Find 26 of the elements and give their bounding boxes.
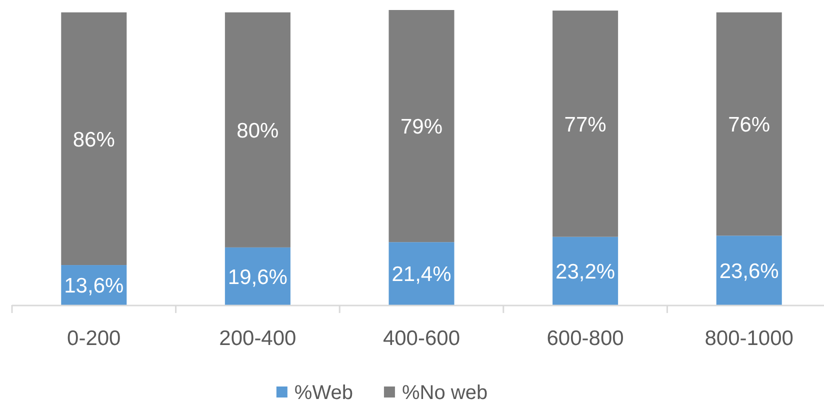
x-tick-label: 200-400 bbox=[219, 327, 296, 350]
data-label: 86% bbox=[72, 128, 115, 152]
bar bbox=[388, 242, 454, 305]
x-tick-label: 600-800 bbox=[546, 327, 624, 350]
bar bbox=[388, 10, 454, 242]
legend-label: %Web bbox=[294, 382, 353, 403]
data-label: 76% bbox=[728, 114, 770, 137]
x-tick-label: 0-200 bbox=[67, 327, 121, 350]
bar bbox=[61, 12, 127, 266]
bar bbox=[224, 12, 290, 248]
x-tick-label: 400-600 bbox=[382, 327, 460, 350]
data-label: 13,6% bbox=[64, 274, 124, 298]
bar bbox=[552, 236, 618, 305]
bar bbox=[224, 247, 290, 305]
data-label: 23,6% bbox=[719, 260, 779, 283]
data-label: 19,6% bbox=[228, 266, 288, 289]
data-label: 77% bbox=[564, 113, 606, 136]
data-label: 80% bbox=[236, 119, 279, 142]
data-label: 79% bbox=[400, 116, 443, 139]
data-label: 21,4% bbox=[392, 263, 452, 286]
bar bbox=[552, 10, 618, 237]
legend-label: %No web bbox=[402, 382, 488, 403]
bar bbox=[716, 236, 782, 305]
data-label: 23,2% bbox=[556, 260, 616, 284]
x-tick-label: 800-1000 bbox=[704, 327, 794, 350]
bar bbox=[716, 12, 782, 236]
